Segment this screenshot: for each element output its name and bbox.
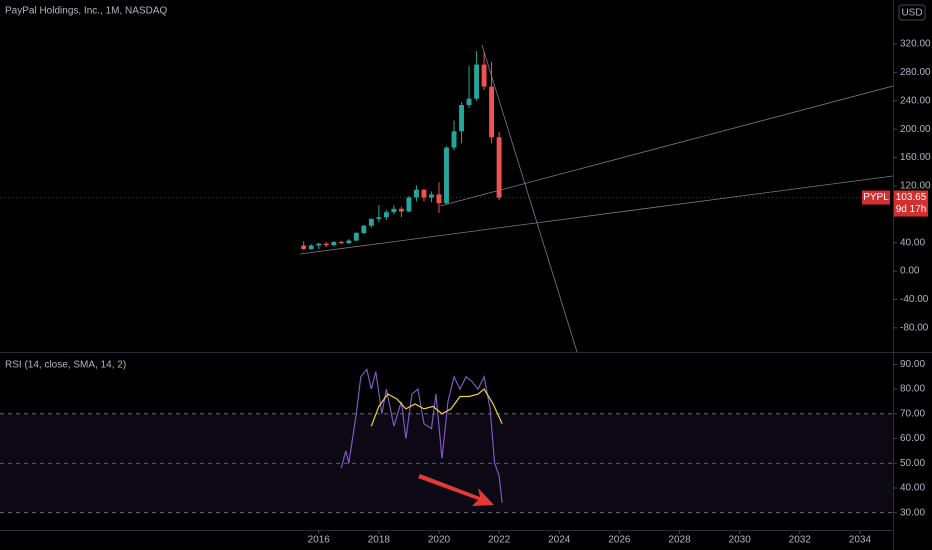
candle-body — [398, 208, 404, 212]
y-tick-label: -80.00 — [900, 323, 929, 334]
y-tick-label: 200.00 — [900, 124, 931, 135]
candle-body — [466, 98, 472, 106]
candle-body — [444, 147, 449, 204]
indicator-title: RSI (14, close, SMA, 14, 2) — [5, 360, 126, 371]
candle-body — [451, 131, 457, 148]
candle-body — [331, 242, 337, 246]
y-tick-label: -40.00 — [900, 294, 929, 305]
candle-body — [361, 225, 367, 233]
candle-body — [346, 240, 352, 244]
candle-body — [301, 245, 307, 250]
x-tick-label: 2020 — [428, 535, 451, 546]
candle-body — [376, 217, 382, 219]
candle-body — [459, 105, 464, 132]
symbol-label: PYPL — [863, 192, 889, 203]
candle-body — [316, 243, 322, 246]
candle-body — [489, 86, 495, 138]
drawings — [299, 44, 894, 506]
y-tick-label: 40.00 — [900, 237, 925, 248]
price-label: 103.65 — [896, 192, 927, 203]
x-tick-label: 2030 — [729, 535, 752, 546]
candle-body — [436, 194, 442, 204]
y-tick-label: 280.00 — [900, 67, 931, 78]
x-tick-label: 2018 — [368, 535, 391, 546]
trend-line — [299, 175, 894, 255]
candle-body — [406, 197, 412, 212]
rsi-pane — [0, 413, 893, 514]
y-tick-label: 30.00 — [900, 507, 925, 518]
y-tick-label: 80.00 — [900, 384, 925, 395]
rsi-line — [370, 388, 503, 427]
y-tick-label: 0.00 — [900, 266, 920, 277]
x-tick-label: 2028 — [668, 535, 691, 546]
trend-line — [481, 44, 578, 353]
y-tick-label: 240.00 — [900, 95, 931, 106]
y-tick-label: 60.00 — [900, 433, 925, 444]
candle-body — [391, 208, 397, 213]
candle-body — [413, 189, 419, 198]
candle-body — [429, 194, 434, 198]
y-tick-label: 160.00 — [900, 152, 931, 163]
x-tick-label: 2034 — [849, 535, 872, 546]
y-tick-label: 70.00 — [900, 408, 925, 419]
price-tag — [894, 190, 928, 217]
candle-body — [496, 137, 502, 198]
symbol-tag — [862, 190, 890, 205]
x-tick-label: 2022 — [488, 535, 511, 546]
x-tick-label: 2026 — [608, 535, 631, 546]
candle-body — [383, 212, 389, 218]
candle-body — [338, 242, 344, 244]
currency: USD — [901, 8, 922, 19]
chart-title: PayPal Holdings, Inc., 1M, NASDAQ — [5, 6, 168, 17]
y-tick-label: 40.00 — [900, 483, 925, 494]
arrow — [418, 474, 494, 506]
countdown-label: 9d 17h — [896, 204, 927, 215]
candle-body — [421, 189, 427, 198]
candle-body — [474, 64, 480, 99]
x-tick-label: 2024 — [548, 535, 571, 546]
candle-body — [368, 218, 374, 226]
x-tick-label: 2016 — [308, 535, 331, 546]
y-tick-label: 120.00 — [900, 181, 931, 192]
rsi-line — [340, 367, 503, 503]
candle-body — [481, 64, 487, 87]
candle-body — [308, 245, 314, 250]
x-tick-label: 2032 — [789, 535, 812, 546]
trend-line — [439, 85, 894, 207]
candle-body — [323, 243, 329, 246]
y-tick-label: 50.00 — [900, 458, 925, 469]
y-tick-label: 320.00 — [900, 39, 931, 50]
candle-body — [353, 232, 359, 241]
y-tick-label: 90.00 — [900, 359, 925, 370]
currency-box — [898, 4, 926, 21]
rsi-background — [0, 413, 893, 513]
